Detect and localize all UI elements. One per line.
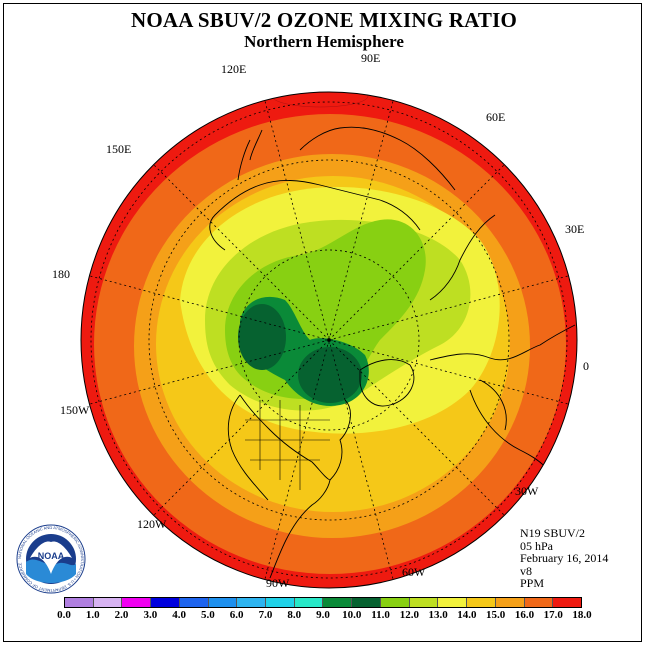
meridian-line [153,164,330,341]
colorbar-swatch [467,598,496,607]
lat-circle-60n [238,249,420,431]
colorbar-swatch [553,598,581,607]
lon-label-90w: 90W [266,576,290,590]
colorbar-swatch [266,598,295,607]
colorbar-swatch [237,598,267,607]
date-label: February 16, 2014 [520,551,609,566]
greenland-coast [359,359,415,407]
colorbar-swatch [524,598,554,607]
lon-label-120e: 120E [221,62,247,76]
colorbar-tick-label: 4.0 [172,609,186,621]
colorbar-swatch [208,598,238,607]
colorbar-tick-label: 3.0 [143,609,158,621]
colorbar-tick-label: 0.0 [57,609,71,621]
lon-label-150w: 150W [60,403,90,417]
sub-title: Northern Hemisphere [244,32,404,51]
colorbar-swatch [65,598,94,607]
colorbar-ticks: 0.0 1.0 2.0 3.0 4.0 5.0 6.0 7.0 8.0 9.0 10.0 11.0 12… [57,609,592,623]
colorbar-swatch [495,598,525,607]
meridian-line [89,275,330,341]
colorbar-tick-label: 15.0 [486,609,506,621]
colorbar-swatch [179,598,209,607]
colorbar-tick-label: 10.0 [342,609,362,621]
lon-label-60w: 60W [402,565,426,579]
meridian-line [264,339,330,580]
lon-label-150e: 150E [106,142,132,156]
map-boundary [80,91,578,589]
colorbar-swatch [93,598,123,607]
lon-label-60e: 60E [486,110,506,124]
colorbar-swatch [122,598,152,607]
main-title: NOAA SBUV/2 OZONE MIXING RATIO [131,8,517,32]
colorbar-tick-label: 12.0 [399,609,419,621]
meridian-line [328,275,569,341]
north-america-coast [227,394,351,579]
lat-circle-0 [90,101,568,579]
lon-label-30w: 30W [515,484,539,498]
colorbar-swatch [438,598,468,607]
meridian-line [153,339,330,516]
lon-label-30e: 30E [565,222,585,236]
colorbar [64,597,582,608]
lon-label-90e: 90E [361,51,381,65]
ozone-min-canada [298,347,362,403]
lon-label-0: 0 [583,359,589,373]
colorbar-swatch [151,598,180,607]
meridian-line [328,339,505,516]
version-label: v8 [520,563,532,578]
colorbar-tick-label: 5.0 [201,609,215,621]
colorbar-tick-label: 1.0 [85,609,100,621]
colorbar-swatch [352,598,381,607]
north-pole-marker [325,336,333,344]
lon-label-180: 180 [52,267,70,281]
colorbar-tick-label: 14.0 [457,609,477,621]
noaa-logo-text: NOAA [38,551,65,561]
colorbar-tick-label: 9.0 [316,609,330,621]
meridian-line [89,339,330,405]
colorbar-swatch [323,598,353,607]
colorbar-swatch [380,598,410,607]
colorbar-tick-label: 18.0 [572,609,592,621]
colorbar-tick-label: 8.0 [287,609,302,621]
asia-coast [209,126,456,251]
meridian-line [328,100,394,341]
colorbar-tick-label: 17.0 [543,609,563,621]
lon-label-120w: 120W [137,517,167,531]
colorbar-tick-label: 11.0 [371,609,390,621]
lat-circle-30n [148,159,510,521]
info-block: N19 SBUV/2 05 hPa February 16, 2014 v8 P… [520,527,608,590]
colorbar-tick-label: 2.0 [114,609,129,621]
instrument-label: N19 SBUV/2 [520,526,586,540]
europe-coast [429,214,576,431]
colorbar-swatch [294,598,324,607]
colorbar-swatch [409,598,439,607]
colorbar-tick-label: 6.0 [229,609,244,621]
colorbar-tick-label: 7.0 [258,609,273,621]
meridian-line [328,164,505,341]
colorbar-tick-label: 13.0 [428,609,448,621]
usa-states [245,400,330,490]
meridian-line [328,339,569,405]
units-label: PPM [520,576,545,591]
japan-coast [237,129,263,181]
meridian-line [328,339,394,580]
plot-frame [3,3,642,642]
coastlines [209,126,576,579]
noaa-logo: NOAA NATIONAL OCEANIC AND ATMOSPHERIC AD… [16,524,86,594]
pressure-level-label: 05 hPa [520,538,553,553]
colorbar-tick-label: 16.0 [514,609,535,621]
ozone-min-pacific [238,304,286,370]
meridian-line [264,100,330,341]
